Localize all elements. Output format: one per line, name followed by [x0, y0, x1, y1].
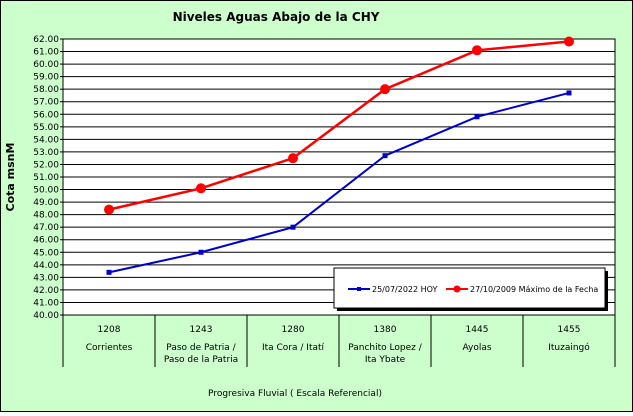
legend-box — [333, 267, 606, 309]
series-layer — [104, 36, 574, 275]
y-tick-label: 47.00 — [33, 223, 59, 233]
y-tick-label: 50.00 — [33, 186, 59, 196]
category-km-label: 1243 — [190, 325, 213, 335]
category-km-label: 1445 — [466, 325, 489, 335]
series-line — [108, 40, 570, 211]
category-name-label: Paso de Patria / — [166, 343, 236, 353]
series-line — [108, 91, 570, 274]
legend-marker — [453, 285, 461, 293]
legend: 25/07/2022 HOY 27/10/2009 Máximo de la Fe… — [333, 267, 608, 311]
y-tick-label: 51.00 — [33, 173, 59, 183]
data-point — [382, 153, 388, 159]
data-point — [472, 45, 482, 56]
category-name-label: Ituzaingó — [548, 342, 590, 353]
y-tick-label: 45.00 — [33, 248, 59, 258]
data-point — [106, 269, 112, 275]
y-tick-label: 49.00 — [33, 198, 59, 208]
data-point — [566, 90, 572, 96]
data-point — [196, 183, 206, 194]
y-tick-label: 55.00 — [33, 123, 59, 133]
y-tick-label: 48.00 — [33, 211, 59, 221]
category-table: 1208 Corrientes 1243 Paso de Patria / Paso d… — [62, 315, 616, 367]
data-point — [290, 224, 296, 230]
category-km-label: 1280 — [282, 325, 305, 335]
y-tick-label: 60.00 — [33, 60, 59, 70]
y-tick-label: 61.00 — [33, 48, 59, 58]
y-axis-label: Cota msnM — [4, 143, 17, 212]
category-km-label: 1455 — [558, 325, 581, 335]
category-name-label: Ita Ybate — [365, 355, 406, 365]
y-tick-label: 46.00 — [33, 236, 59, 246]
y-tick-label: 41.00 — [33, 298, 59, 308]
data-point — [474, 114, 480, 120]
data-point — [564, 36, 574, 47]
y-tick-label: 59.00 — [33, 73, 59, 83]
y-tick-label: 54.00 — [33, 135, 59, 145]
x-axis-label: Progresiva Fluvial ( Escala Referencial) — [208, 389, 382, 399]
category-name-label: Ita Cora / Itatí — [262, 343, 325, 353]
chart-title: Niveles Aguas Abajo de la CHY — [173, 10, 380, 24]
category-name-label: Corrientes — [86, 343, 133, 353]
legend-label: 27/10/2009 Máximo de la Fecha — [470, 285, 598, 294]
category-name-label: Paso de la Patria — [164, 355, 238, 365]
y-tick-label: 44.00 — [33, 261, 59, 271]
y-tick-label: 56.00 — [33, 110, 59, 120]
y-tick-labels: 40.00 41.00 42.00 43.00 44.00 45.00 46.00 47.00… — [33, 35, 59, 321]
category-km-label: 1380 — [374, 325, 397, 335]
data-point — [288, 153, 298, 164]
y-tick-label: 58.00 — [33, 85, 59, 95]
y-tick-label: 43.00 — [33, 273, 59, 283]
data-point — [198, 249, 204, 255]
data-point — [380, 84, 390, 95]
category-km-label: 1208 — [98, 325, 121, 335]
category-name-label: Panchito Lopez / — [348, 343, 422, 353]
y-tick-label: 40.00 — [33, 311, 59, 321]
legend-marker — [357, 287, 361, 291]
y-tick-label: 57.00 — [33, 98, 59, 108]
y-tick-label: 53.00 — [33, 148, 59, 158]
y-tick-label: 42.00 — [33, 286, 59, 296]
y-tick-label: 52.00 — [33, 160, 59, 170]
category-name-label: Ayolas — [462, 343, 491, 353]
data-point — [104, 204, 114, 215]
y-tick-label: 62.00 — [33, 35, 59, 45]
legend-label: 25/07/2022 HOY — [372, 285, 438, 294]
